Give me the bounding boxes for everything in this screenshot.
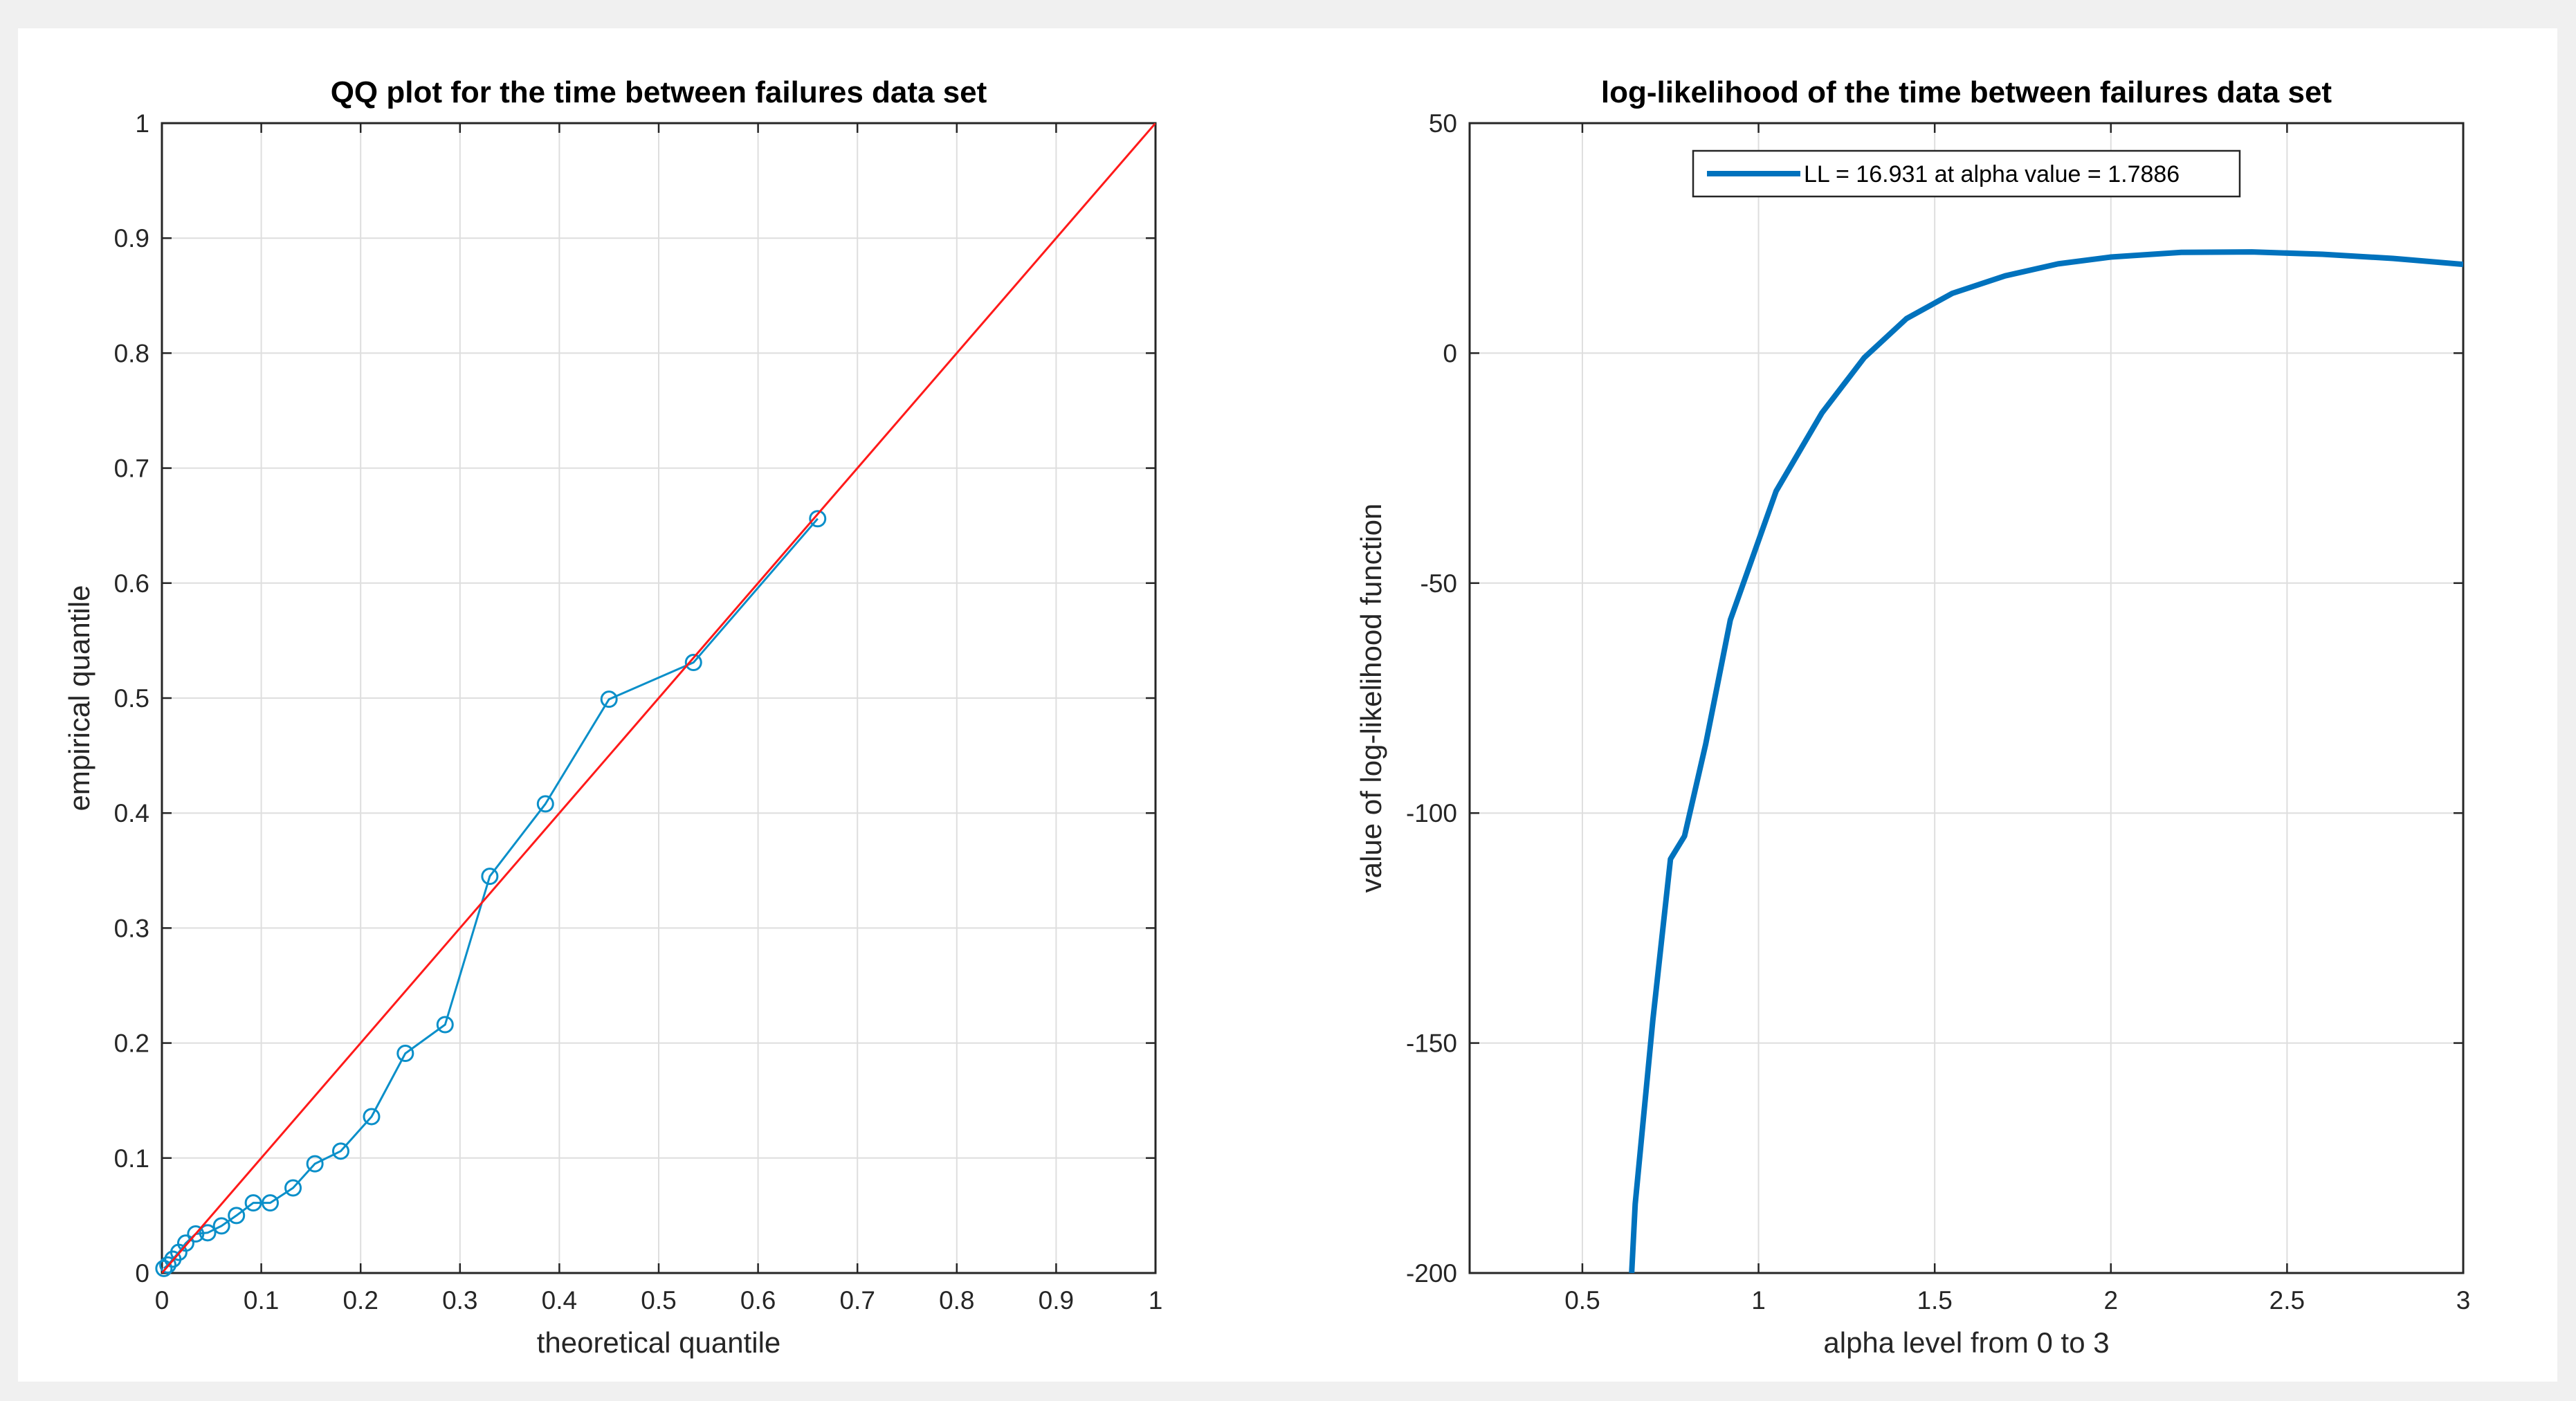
qq-data-point <box>809 510 827 528</box>
ll-series-line-0 <box>1629 249 2463 1273</box>
ll-title: log-likelihood of the time between failu… <box>1601 75 2332 109</box>
ll-y-tick-label: -50 <box>1421 569 1457 598</box>
qq-y-tick-label: 0.1 <box>114 1144 149 1173</box>
qq-y-tick-label: 0.3 <box>114 914 149 942</box>
ll-y-axis-label: value of log-likelihood function <box>1355 504 1387 893</box>
ll-x-tick-label: 1.5 <box>1917 1286 1952 1315</box>
qq-y-tick-label: 0 <box>135 1259 149 1288</box>
qq-x-tick-label: 0.1 <box>244 1286 279 1315</box>
ll-x-tick-label: 3 <box>2456 1286 2471 1315</box>
qq-data-point <box>331 1142 349 1160</box>
qq-ticks: 0 0.1 0.2 0.3 0.4 0.5 0.6 0.7 0.8 0.9 1 0 0.1 0.2 0.3 0… <box>114 109 1163 1315</box>
qq-data-point <box>228 1207 246 1225</box>
qq-y-tick-label: 0.5 <box>114 684 149 713</box>
ll-y-tick-label: -100 <box>1406 799 1457 827</box>
ll-x-tick-label: 2.5 <box>2269 1286 2305 1315</box>
ll-x-tick-label: 2 <box>2103 1286 2118 1315</box>
ll-y-tick-label: -150 <box>1406 1029 1457 1058</box>
qq-data-point <box>155 1259 173 1277</box>
qq-data-point <box>481 868 499 886</box>
qq-data-point <box>176 1234 194 1252</box>
qq-data-point <box>212 1217 230 1235</box>
ll-y-tick-label: -200 <box>1406 1259 1457 1288</box>
qq-y-tick-label: 0.2 <box>114 1029 149 1058</box>
qq-series-line-1 <box>162 123 1155 1273</box>
qq-x-tick-label: 0.2 <box>342 1286 378 1315</box>
qq-y-tick-label: 0.7 <box>114 455 149 483</box>
qq-data-point <box>244 1194 262 1212</box>
qq-title: QQ plot for the time between failures da… <box>331 75 987 109</box>
ll-ticks: 0.5 1 1.5 2 2.5 3 -200 -150 -100 -50 0 50 <box>1406 109 2470 1315</box>
qq-x-axis-label: theoretical quantile <box>537 1326 781 1359</box>
qq-data-point <box>396 1045 414 1063</box>
qq-x-tick-label: 0.9 <box>1039 1286 1074 1315</box>
qq-x-tick-label: 0.4 <box>542 1286 577 1315</box>
qq-data-point <box>284 1179 302 1197</box>
ll-legend-entry: LL = 16.931 at alpha value = 1.7886 <box>1804 161 2180 187</box>
qq-data-point <box>536 795 554 813</box>
qq-y-tick-label: 0.4 <box>114 799 149 827</box>
qq-plot: 0 0.1 0.2 0.3 0.4 0.5 0.6 0.7 0.8 0.9 1 0 0.1 0.2 0.3 0… <box>63 75 1162 1359</box>
qq-data-point <box>684 653 702 671</box>
log-likelihood-plot: 0.5 1 1.5 2 2.5 3 -200 -150 -100 -50 0 50 LL = 16.9… <box>1355 75 2470 1359</box>
qq-series <box>155 123 1155 1277</box>
qq-y-axis-label: empirical quantile <box>63 585 95 812</box>
ll-x-axis-label: alpha level from 0 to 3 <box>1823 1326 2109 1359</box>
ll-legend: LL = 16.931 at alpha value = 1.7886 <box>1692 149 2241 198</box>
qq-data-point <box>363 1108 381 1126</box>
qq-y-tick-label: 1 <box>135 109 149 138</box>
qq-data-point <box>306 1155 324 1173</box>
qq-x-tick-label: 0 <box>155 1286 170 1315</box>
ll-series <box>1629 249 2463 1273</box>
qq-x-tick-label: 0.3 <box>442 1286 477 1315</box>
qq-y-tick-label: 0.9 <box>114 224 149 253</box>
qq-data-point <box>159 1256 177 1274</box>
qq-y-tick-label: 0.6 <box>114 569 149 598</box>
qq-data-point <box>436 1016 454 1034</box>
ll-axes-box <box>1468 122 2465 1274</box>
qq-x-tick-label: 0.5 <box>641 1286 676 1315</box>
qq-series-line-0 <box>163 518 819 1270</box>
ll-x-tick-label: 1 <box>1751 1286 1766 1315</box>
ll-y-tick-label: 0 <box>1443 339 1457 367</box>
qq-x-tick-label: 0.7 <box>839 1286 875 1315</box>
qq-data-point <box>262 1194 280 1212</box>
figure-canvas <box>18 28 2557 1382</box>
ll-x-tick-label: 0.5 <box>1564 1286 1600 1315</box>
qq-data-point <box>199 1224 217 1242</box>
ll-y-tick-label: 50 <box>1429 109 1457 138</box>
qq-data-point <box>600 690 618 708</box>
qq-y-tick-label: 0.8 <box>114 339 149 367</box>
qq-x-tick-label: 1 <box>1149 1286 1163 1315</box>
qq-x-tick-label: 0.8 <box>939 1286 974 1315</box>
qq-x-tick-label: 0.6 <box>740 1286 776 1315</box>
qq-data-point <box>187 1225 205 1243</box>
